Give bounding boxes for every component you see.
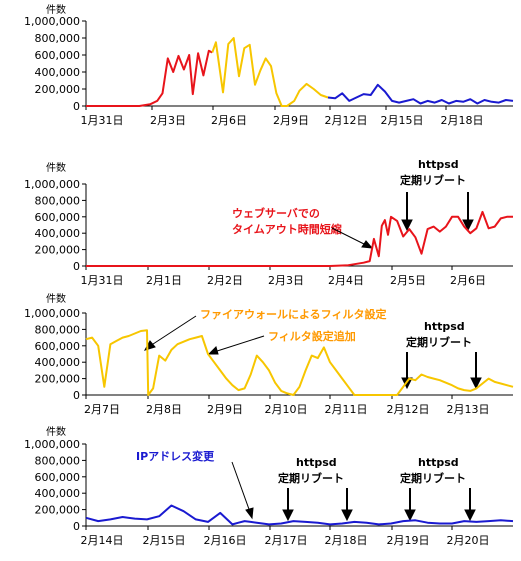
panel-3-annotation-reboot: 定期リブート xyxy=(406,335,472,349)
arrow-ip-change xyxy=(231,461,251,513)
arrow-firewall xyxy=(149,315,197,347)
panel-3-x-tick-label: 2月7日 xyxy=(84,403,120,416)
panel-3-series-yellow-line xyxy=(85,329,514,396)
panel-3-x-tick-label: 2月11日 xyxy=(325,403,368,416)
panel-4-y-tick-label: 200,000 xyxy=(35,504,81,517)
panel-1-y-tick-label: 600,000 xyxy=(35,49,81,62)
panel-4-x-tick-label: 2月20日 xyxy=(447,534,490,547)
panel-4-y-tick-label: 600,000 xyxy=(35,471,81,484)
panel-1-x-tick-label: 2月18日 xyxy=(441,114,484,127)
panel-1-x-tick-label: 2月6日 xyxy=(211,114,247,127)
panel-2-annotation-reboot: 定期リブート xyxy=(400,173,466,187)
panel-2: 件数 ウェブサーバでの タイムアウト時間短縮 httpsd 定期リブート xyxy=(46,158,466,236)
panel-3-x-tick-label: 2月9日 xyxy=(207,403,243,416)
panel-4-x-tick-label: 2月18日 xyxy=(325,534,368,547)
panel-2-annotation-timeout-1: ウェブサーバでの xyxy=(232,206,320,220)
panel-2-x-tick-label: 2月2日 xyxy=(207,274,243,287)
panel-1-x-tick-label: 2月3日 xyxy=(150,114,186,127)
panel-4-x-tick-label: 2月14日 xyxy=(81,534,124,547)
panel-4: 件数 IPアドレス変更 httpsd 定期リブート httpsd 定期リブート xyxy=(46,425,466,485)
panel-1-x-tick-label: 2月9日 xyxy=(273,114,309,127)
panel-4-x-tick-label: 2月15日 xyxy=(143,534,186,547)
panel-4-annotation-reboot-2: 定期リブート xyxy=(400,471,466,485)
panel-3-y-tick-label: 600,000 xyxy=(35,340,81,353)
arrow-reboot-p2-2-head xyxy=(462,219,474,232)
arrow-timeout xyxy=(331,227,369,247)
panel-4-annotation-httpsd-2: httpsd xyxy=(418,456,459,469)
panel-2-unit-label: 件数 xyxy=(46,161,66,174)
panel-3-y-tick-label: 400,000 xyxy=(35,356,81,369)
panel-4-x-tick-label: 2月17日 xyxy=(265,534,308,547)
panel-2-y-tick-label: 1,000,000 xyxy=(24,178,80,191)
panel-1-series-blue-line xyxy=(327,83,514,105)
panel-4-y-tick-label: 0 xyxy=(73,520,80,533)
panel-1: 件数 xyxy=(46,3,66,16)
panel-2-x-tick-label: 1月31日 xyxy=(81,274,124,287)
panel-1-y-tick-label: 800,000 xyxy=(35,32,81,45)
arrow-reboot-p4-2-head xyxy=(341,509,353,522)
panel-3-annotation-filter-add: フィルタ設定追加 xyxy=(268,329,356,343)
arrow-filter-add xyxy=(213,335,265,353)
panel-3-y-tick-label: 0 xyxy=(73,389,80,402)
panel-4-series-blue-line xyxy=(85,504,514,526)
panel-3-annotation-firewall: ファイアウォールによるフィルタ設定 xyxy=(200,307,386,321)
panel-4-x-tick-label: 2月19日 xyxy=(387,534,430,547)
panel-2-y-tick-label: 0 xyxy=(73,260,80,273)
panel-2-y-tick-label: 200,000 xyxy=(35,244,81,257)
panel-1-y-tick-label: 0 xyxy=(73,100,80,113)
panel-2-series-red-line xyxy=(86,210,513,267)
arrow-reboot-p4-3-head xyxy=(404,509,416,522)
arrow-timeout-head xyxy=(361,240,374,249)
panel-2-x-tick-label: 2月1日 xyxy=(146,274,182,287)
arrow-reboot-p3-2-head xyxy=(470,377,482,390)
panel-1-y-tick-label: 1,000,000 xyxy=(24,15,80,28)
panel-3-x-tick-label: 2月12日 xyxy=(387,403,430,416)
panel-3-x-tick-label: 2月8日 xyxy=(146,403,182,416)
panel-2-y-tick-label: 800,000 xyxy=(35,194,81,207)
arrow-reboot-p4-1-head xyxy=(282,509,294,522)
panel-3-unit-label: 件数 xyxy=(46,292,66,305)
panel-1-series-red-line xyxy=(86,49,213,107)
panel-4-annotation-ip-change: IPアドレス変更 xyxy=(136,449,215,463)
panel-2-x-tick-label: 2月4日 xyxy=(328,274,364,287)
arrow-filter-add-head xyxy=(207,346,219,355)
panel-2-annotation-timeout-2: タイムアウト時間短縮 xyxy=(232,222,342,236)
panel-2-y-tick-label: 600,000 xyxy=(35,211,81,224)
panel-1-x-tick-label: 2月12日 xyxy=(325,114,368,127)
panel-1-y-tick-label: 400,000 xyxy=(35,66,81,79)
panel-4-y-tick-label: 400,000 xyxy=(35,487,81,500)
annotation-arrows xyxy=(143,192,482,522)
panel-3-y-tick-label: 200,000 xyxy=(35,373,81,386)
panel-3: 件数 ファイアウォールによるフィルタ設定 フィルタ設定追加 httpsd 定期リ… xyxy=(46,292,472,349)
panel-4-x-tick-label: 2月16日 xyxy=(204,534,247,547)
panel-1-unit-label: 件数 xyxy=(46,3,66,16)
panel-1-x-tick-label: 2月15日 xyxy=(381,114,424,127)
panel-2-y-tick-label: 400,000 xyxy=(35,227,81,240)
arrow-ip-change-head xyxy=(245,507,254,520)
panel-2-x-tick-label: 2月6日 xyxy=(450,274,486,287)
panel-2-annotation-httpsd: httpsd xyxy=(418,158,459,171)
panel-1-x-tick-label: 1月31日 xyxy=(81,114,124,127)
arrow-reboot-p2-1-head xyxy=(401,219,413,232)
panel-4-unit-label: 件数 xyxy=(46,425,66,438)
arrow-reboot-p4-4-head xyxy=(464,509,476,522)
panel-3-x-tick-label: 2月13日 xyxy=(447,403,490,416)
panel-2-x-tick-label: 2月5日 xyxy=(390,274,426,287)
panel-3-y-tick-label: 1,000,000 xyxy=(24,307,80,320)
panel-1-y-tick-label: 200,000 xyxy=(35,83,81,96)
panel-3-x-tick-label: 2月10日 xyxy=(265,403,308,416)
panel-4-annotation-httpsd-1: httpsd xyxy=(296,456,337,469)
panel-1-series-yellow-line xyxy=(211,37,329,107)
panel-3-y-tick-label: 800,000 xyxy=(35,323,81,336)
panel-4-annotation-reboot-1: 定期リブート xyxy=(278,471,344,485)
panel-4-y-tick-label: 1,000,000 xyxy=(24,438,80,451)
panel-4-y-tick-label: 800,000 xyxy=(35,454,81,467)
panel-3-annotation-httpsd: httpsd xyxy=(424,320,465,333)
panel-2-x-tick-label: 2月3日 xyxy=(268,274,304,287)
